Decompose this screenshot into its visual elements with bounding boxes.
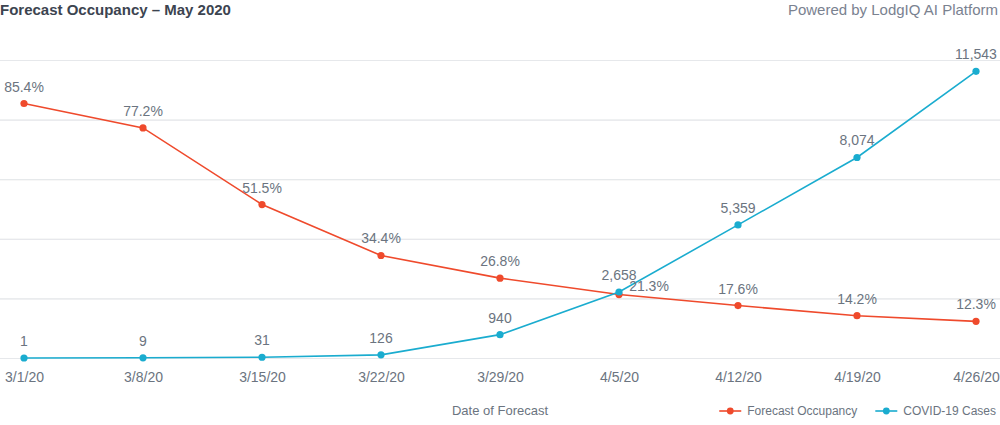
chart: Forecast Occupancy – May 2020 Powered by …: [0, 0, 1000, 425]
marker: [734, 302, 741, 309]
marker: [972, 318, 979, 325]
marker: [139, 354, 146, 361]
tick: [0, 239, 1000, 240]
data-label: 126: [369, 330, 393, 346]
marker: [258, 354, 265, 361]
legend-label: COVID-19 Cases: [903, 404, 996, 418]
grid-line: [0, 239, 1000, 240]
tick: [0, 60, 1000, 61]
subtitle: Powered by LodgIQ AI Platform: [788, 1, 998, 18]
marker: [972, 68, 979, 75]
tick-label: 4/5/20: [600, 369, 639, 385]
marker: [377, 252, 384, 259]
marker: [258, 201, 265, 208]
data-label: 34.4%: [361, 230, 401, 246]
data-label: 2,658: [601, 267, 636, 283]
x-axis-title: Date of Forecast: [452, 403, 548, 418]
marker: [853, 154, 860, 161]
grid-line: [0, 120, 1000, 121]
grid-line: [0, 60, 1000, 61]
data-label: 51.5%: [242, 180, 282, 196]
grid-line: [0, 60, 1000, 61]
legend-item: COVID-19 Cases: [875, 404, 996, 418]
legend-marker: [883, 408, 890, 415]
data-label: 940: [488, 310, 512, 326]
tick: 4/26/20: [953, 358, 1000, 385]
data-label: 11,543: [955, 46, 997, 62]
marker: [377, 351, 384, 358]
tick: [0, 239, 1000, 240]
legend-item: Forecast Occupancy: [719, 404, 857, 418]
tick: 4/19/20: [834, 358, 881, 385]
tick: 3/1/20: [5, 358, 44, 385]
data-label: 5,359: [720, 200, 755, 216]
tick-label: 3/8/20: [124, 369, 163, 385]
tick: [0, 120, 1000, 121]
x-axis: 3/1/20 3/8/20 3/15/20 3/22/20 3/29/20 4/5/20 4…: [5, 358, 1000, 385]
marker: [20, 354, 27, 361]
tick-label: 4/12/20: [715, 369, 762, 385]
tick: [0, 179, 1000, 180]
legend: Forecast Occupancy COVID-19 Cases: [719, 404, 996, 418]
tick-label: 3/15/20: [239, 369, 286, 385]
tick: 3/22/20: [358, 358, 405, 385]
marker: [139, 124, 146, 131]
marker: [496, 275, 503, 282]
marker: [20, 100, 27, 107]
data-label: 17.6%: [718, 281, 758, 297]
marker: [615, 288, 622, 295]
data-label: 14.2%: [837, 291, 877, 307]
y2-axis: [0, 61, 1000, 359]
marker: [734, 221, 741, 228]
marker: [853, 312, 860, 319]
tick-label: 4/19/20: [834, 369, 881, 385]
tick: 4/12/20: [715, 358, 762, 385]
data-label: 9: [139, 333, 147, 349]
grid-line: [0, 120, 1000, 121]
axis-line: [1, 61, 1000, 359]
data-label: 85.4%: [4, 79, 44, 95]
tick-label: 3/22/20: [358, 369, 405, 385]
data-label: 8,074: [839, 132, 874, 148]
tick: [0, 120, 1000, 121]
data-label: 31: [254, 332, 270, 348]
data-label: 1: [20, 333, 28, 349]
marker: [496, 331, 503, 338]
tick: [0, 60, 1000, 61]
legend-label: Forecast Occupancy: [747, 404, 857, 418]
grid-line: [0, 179, 1000, 180]
legend-marker: [727, 408, 734, 415]
grid-line: [0, 239, 1000, 240]
tick: 4/5/20: [600, 358, 639, 385]
tick: 3/15/20: [239, 358, 286, 385]
line: [24, 104, 976, 322]
grid-line: [0, 179, 1000, 180]
y-axis: [0, 61, 1000, 359]
tick-label: 4/26/20: [953, 369, 1000, 385]
data-labels: 85.4%77.2%51.5%34.4%26.8%21.3%17.6%14.2%…: [4, 46, 997, 349]
tick: 3/29/20: [477, 358, 524, 385]
tick-label: 3/29/20: [477, 369, 524, 385]
plot-area: [20, 68, 979, 362]
data-label: 77.2%: [123, 103, 163, 119]
tick-label: 3/1/20: [5, 369, 44, 385]
title: Forecast Occupancy – May 2020: [0, 1, 231, 18]
data-label: 12.3%: [956, 296, 996, 312]
data-label: 26.8%: [480, 253, 520, 269]
tick: [0, 179, 1000, 180]
tick: 3/8/20: [124, 358, 163, 385]
line: [24, 71, 976, 358]
axis-line: [0, 61, 1000, 359]
